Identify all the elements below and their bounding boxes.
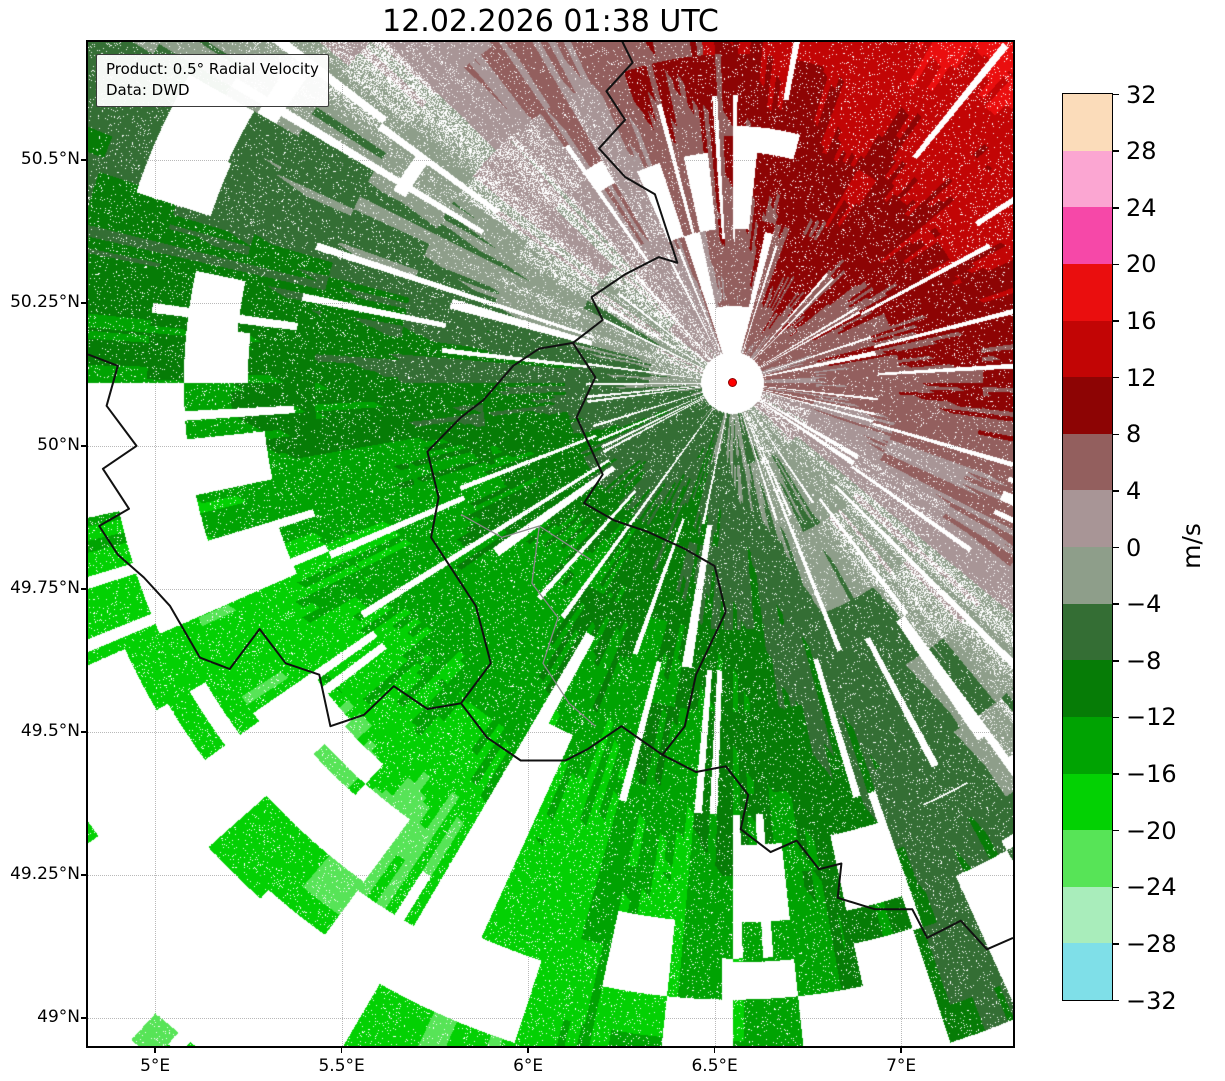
district-border [460, 513, 592, 561]
y-tick-mark [81, 1017, 86, 1019]
colorbar-tick-mark [1113, 716, 1119, 719]
colorbar-tick-mark [1113, 603, 1119, 605]
y-tick-label: 49.5°N [20, 720, 80, 741]
country-border [88, 353, 462, 728]
colorbar-tick-mark [1113, 999, 1119, 1002]
colorbar-segment [1063, 943, 1112, 1000]
x-tick-label: 7°E [886, 1056, 917, 1076]
y-tick-mark [81, 159, 86, 161]
colorbar-segment [1063, 263, 1112, 321]
colorbar-tick-label: 28 [1126, 137, 1157, 166]
y-tick-mark [81, 445, 86, 447]
colorbar-segment [1063, 377, 1112, 434]
colorbar-tick-mark [1113, 829, 1119, 832]
colorbar-tick-label: 16 [1126, 307, 1157, 335]
country-border [572, 42, 679, 344]
colorbar-tick-label: −28 [1126, 929, 1177, 958]
y-tick-mark [81, 588, 86, 590]
colorbar-tick-mark [1113, 207, 1119, 209]
colorbar-tick-mark [1113, 773, 1119, 775]
colorbar-tick-mark [1113, 263, 1119, 266]
colorbar-tick-mark [1113, 490, 1119, 492]
district-border [531, 525, 596, 727]
colorbar-segment [1063, 886, 1112, 944]
colorbar-unit-label: m/s [1176, 523, 1206, 569]
colorbar-tick-mark [1113, 546, 1119, 549]
colorbar-tick-label: 8 [1126, 420, 1142, 449]
colorbar-segment [1063, 433, 1112, 491]
colorbar-segment [1063, 603, 1112, 661]
x-tick-mark [154, 1048, 156, 1053]
colorbar-segment [1063, 94, 1112, 151]
colorbar-tick-label: 4 [1126, 476, 1142, 505]
country-border [661, 753, 1013, 951]
colorbar-tick-label: −8 [1126, 646, 1162, 675]
colorbar-segment [1063, 490, 1112, 547]
product-annotation-box: Product: 0.5° Radial Velocity Data: DWD [96, 54, 329, 107]
colorbar-tick-mark [1113, 943, 1119, 945]
colorbar-segment [1063, 773, 1112, 831]
colorbar-tick-label: 12 [1126, 363, 1157, 392]
colorbar-segment [1063, 150, 1112, 208]
colorbar-tick-mark [1113, 376, 1119, 379]
y-tick-mark [81, 874, 86, 876]
colorbar-tick-label: 32 [1126, 80, 1157, 109]
colorbar-tick-mark [1113, 320, 1119, 322]
colorbar-tick-label: −4 [1126, 590, 1162, 619]
colorbar-tick-mark [1113, 886, 1119, 888]
x-tick-label: 5°E [140, 1056, 171, 1076]
y-tick-mark [81, 731, 86, 733]
colorbar-tick-mark [1113, 150, 1119, 152]
colorbar-tick-label: 24 [1126, 193, 1157, 222]
product-label: Product: 0.5° Radial Velocity [106, 60, 319, 78]
x-tick-mark [900, 1048, 902, 1053]
x-tick-mark [340, 1048, 343, 1053]
x-tick-mark [713, 1048, 716, 1053]
colorbar-segment [1063, 830, 1112, 887]
y-tick-label: 49°N [37, 1006, 80, 1027]
x-tick-label: 6°E [513, 1056, 544, 1076]
map-axes: Product: 0.5° Radial Velocity Data: DWD [86, 40, 1015, 1048]
colorbar-tick-label: 20 [1126, 250, 1157, 279]
colorbar-segment [1063, 207, 1112, 264]
y-tick-label: 49.75°N [10, 577, 80, 598]
colorbar-segment [1063, 320, 1112, 378]
colorbar-segment [1063, 660, 1112, 717]
y-tick-label: 50.25°N [10, 291, 80, 312]
plot-title: 12.02.2026 01:38 UTC [382, 4, 719, 39]
y-tick-label: 49.25°N [10, 863, 80, 884]
colorbar-tick-label: −32 [1126, 986, 1177, 1015]
y-tick-mark [81, 302, 86, 304]
colorbar-segment [1063, 716, 1112, 774]
colorbar-tick-mark [1113, 93, 1119, 96]
data-source-label: Data: DWD [106, 81, 190, 99]
x-tick-label: 5.5°E [318, 1056, 365, 1076]
colorbar [1062, 93, 1113, 1001]
y-tick-label: 50.5°N [20, 148, 80, 169]
colorbar-segment [1063, 547, 1112, 604]
country-border [426, 341, 727, 762]
colorbar-tick-label: 0 [1126, 533, 1142, 562]
colorbar-tick-label: −24 [1126, 873, 1177, 902]
colorbar-tick-label: −20 [1126, 816, 1177, 845]
country-borders-overlay [88, 42, 1013, 951]
velocity-field-canvas [88, 42, 1013, 1046]
x-tick-mark [527, 1048, 529, 1053]
radar-site-marker [728, 378, 738, 388]
x-tick-label: 6.5°E [691, 1056, 738, 1076]
y-tick-label: 50°N [37, 434, 80, 455]
colorbar-tick-label: −16 [1126, 760, 1177, 788]
colorbar-tick-mark [1113, 433, 1119, 435]
colorbar-tick-label: −12 [1126, 703, 1177, 732]
colorbar-tick-mark [1113, 660, 1119, 662]
